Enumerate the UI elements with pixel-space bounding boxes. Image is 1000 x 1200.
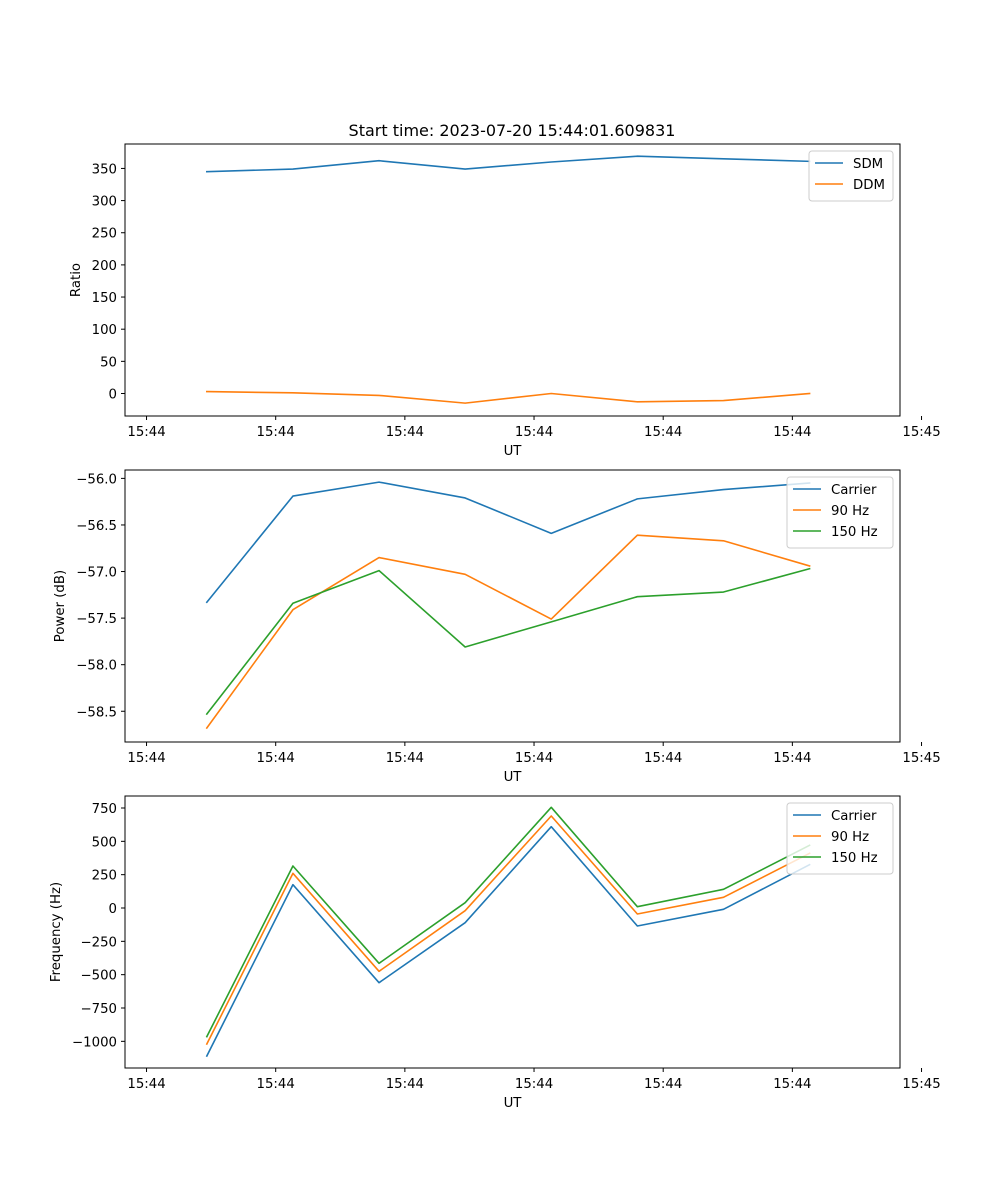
subplot-grid: 15:44 15:44 15:44 15:44 15:44 15:44 15:45 0 50 10… [49, 143, 941, 1111]
series-line-sdm-1 [205, 155, 811, 173]
x-tick-label: 15:44 [386, 1077, 424, 1092]
x-tick-label: 15:44 [386, 751, 424, 766]
legend-label-150-hz: 150 Hz [831, 851, 878, 866]
y-tick-label: −56.0 [76, 472, 117, 487]
x-tick-label: 15:45 [902, 425, 940, 440]
x-tick-label: 15:44 [386, 425, 424, 440]
x-axis-label: UT [504, 1096, 523, 1111]
subplot-1: 15:44 15:44 15:44 15:44 15:44 15:44 15:45 0 50 10… [69, 143, 941, 459]
series-line-ddm-1 [205, 390, 811, 404]
axes-frame-2 [124, 469, 901, 743]
x-tick-label: 15:44 [773, 425, 811, 440]
y-tick-label: −750 [80, 1002, 117, 1017]
legend-label-90-hz: 90 Hz [831, 830, 869, 845]
figure-title: Start time: 2023-07-20 15:44:01.609831 [349, 121, 676, 140]
legend-2: Carrier 90 Hz 150 Hz [786, 476, 894, 549]
y-tick-label: 350 [92, 162, 117, 177]
x-tick-label: 15:44 [644, 751, 682, 766]
y-tick-label: −56.5 [76, 519, 117, 534]
x-tick-label: 15:44 [127, 1077, 165, 1092]
x-tick-label: 15:44 [773, 751, 811, 766]
subplot-2: 15:44 15:44 15:44 15:44 15:44 15:44 15:45 −58.5… [53, 469, 941, 785]
y-axis-label: Ratio [69, 263, 84, 297]
y-tick-label: −57.0 [76, 566, 117, 581]
series-line-90-hz-2 [205, 534, 811, 730]
x-tick-label: 15:44 [257, 751, 295, 766]
x-tick-label: 15:44 [515, 751, 553, 766]
x-tick-label: 15:44 [257, 1077, 295, 1092]
x-tick-label: 15:44 [644, 1077, 682, 1092]
y-tick-label: 100 [92, 323, 117, 338]
series-line-carrier-3 [205, 825, 811, 1058]
x-axis-label: UT [504, 444, 523, 459]
legend-label-carrier: Carrier [831, 809, 877, 824]
y-tick-label: −500 [80, 969, 117, 984]
subplot-3: 15:44 15:44 15:44 15:44 15:44 15:44 15:45 −1000… [49, 795, 941, 1111]
y-tick-label: −57.5 [76, 612, 117, 627]
axes-frame-3 [124, 795, 901, 1069]
y-tick-label: 300 [92, 195, 117, 210]
y-tick-label: 250 [92, 869, 117, 884]
y-tick-label: 500 [92, 835, 117, 850]
x-axis-label: UT [504, 770, 523, 785]
legend-label-sdm: SDM [853, 157, 883, 172]
y-tick-label: 150 [92, 291, 117, 306]
y-tick-label: 50 [100, 355, 117, 370]
y-axis-label: Power (dB) [53, 570, 68, 642]
legend-label-carrier: Carrier [831, 483, 877, 498]
x-tick-label: 15:44 [773, 1077, 811, 1092]
series-line-150-hz-3 [205, 806, 811, 1038]
y-tick-label: 0 [109, 387, 117, 402]
x-tick-label: 15:44 [257, 425, 295, 440]
legend-label-90-hz: 90 Hz [831, 504, 869, 519]
y-tick-label: −58.0 [76, 659, 117, 674]
x-tick-label: 15:44 [515, 1077, 553, 1092]
y-axis-label: Frequency (Hz) [49, 882, 64, 982]
y-tick-label: 200 [92, 259, 117, 274]
legend-3: Carrier 90 Hz 150 Hz [786, 802, 894, 875]
legend-label-ddm: DDM [853, 178, 885, 193]
x-tick-label: 15:44 [515, 425, 553, 440]
series-line-90-hz-3 [205, 815, 811, 1046]
x-tick-label: 15:44 [127, 425, 165, 440]
legend-1: SDM DDM [808, 150, 894, 202]
y-tick-label: 250 [92, 227, 117, 242]
x-tick-label: 15:44 [127, 751, 165, 766]
y-tick-label: −250 [80, 935, 117, 950]
legend-label-150-hz: 150 Hz [831, 525, 878, 540]
y-tick-label: 750 [92, 802, 117, 817]
series-line-150-hz-2 [205, 567, 811, 716]
y-tick-label: 0 [109, 902, 117, 917]
y-tick-label: −58.5 [76, 705, 117, 720]
x-tick-label: 15:45 [902, 751, 940, 766]
x-tick-label: 15:45 [902, 1077, 940, 1092]
series-line-carrier-2 [205, 481, 811, 604]
y-tick-label: −1000 [72, 1035, 117, 1050]
x-tick-label: 15:44 [644, 425, 682, 440]
axes-frame-1 [124, 143, 901, 417]
